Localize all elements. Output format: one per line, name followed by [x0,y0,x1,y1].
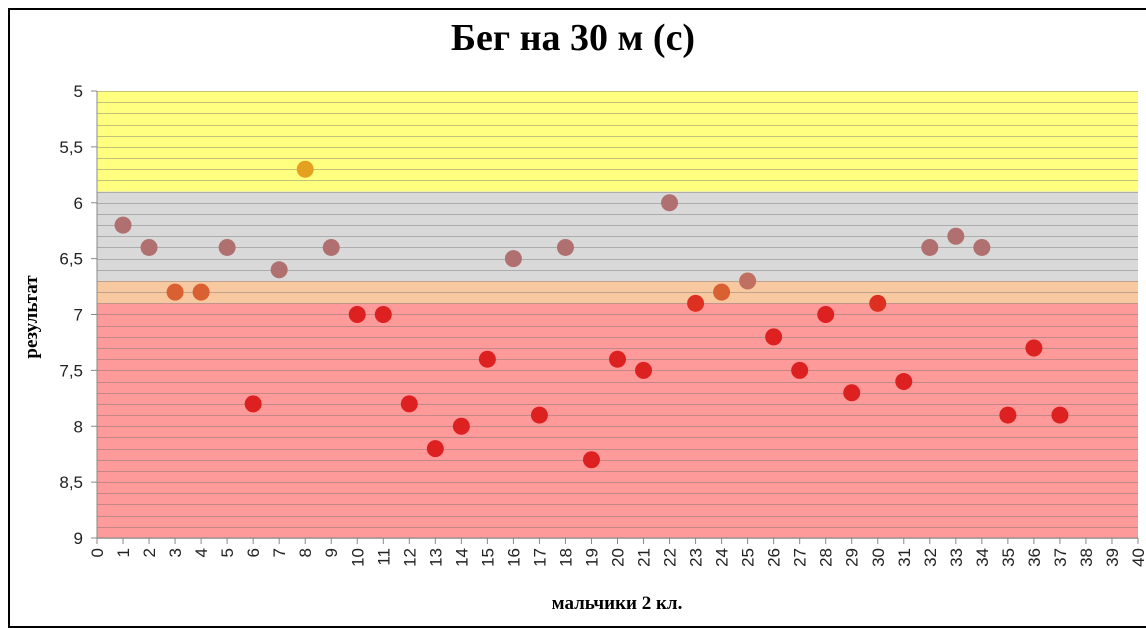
x-tick-label: 17 [530,548,549,567]
x-tick-label: 7 [270,548,289,557]
x-tick-label: 22 [661,548,680,567]
x-tick-label: 13 [426,548,445,567]
y-tick-label: 8,5 [59,473,83,492]
data-point [973,238,991,256]
x-tick-label: 38 [1077,548,1096,567]
data-point [556,238,574,256]
x-tick-label: 1 [114,548,133,557]
data-point [739,272,757,290]
data-point [504,250,522,268]
data-point [661,194,679,212]
data-point [947,227,965,245]
x-tick-label: 25 [739,548,758,567]
x-tick-label: 3 [166,548,185,557]
data-point [270,261,288,279]
y-tick-label: 5,5 [59,138,83,157]
data-point [296,160,314,178]
x-tick-label: 14 [452,548,471,567]
data-point [140,238,158,256]
data-point [530,406,548,424]
y-tick-label: 5 [74,82,83,101]
data-point [791,361,809,379]
x-tick-label: 20 [609,548,628,567]
data-point [582,451,600,469]
x-tick-label: 32 [921,548,940,567]
x-tick-label: 18 [556,548,575,567]
x-tick-label: 27 [791,548,810,567]
x-tick-label: 30 [869,548,888,567]
x-tick-label: 26 [765,548,784,567]
x-tick-label: 5 [218,548,237,557]
data-point [166,283,184,301]
x-tick-label: 28 [817,548,836,567]
x-tick-label: 39 [1103,548,1122,567]
data-point [218,238,236,256]
data-point [478,350,496,368]
y-tick-label: 9 [74,529,83,548]
x-axis-label: мальчики 2 кл. [551,593,683,614]
data-point [869,294,887,312]
x-tick-label: 15 [478,548,497,567]
data-point [609,350,626,368]
x-tick-label: 29 [843,548,862,567]
data-point [895,373,913,391]
x-tick-label: 2 [140,548,159,557]
data-point [921,238,939,256]
y-tick-label: 6,5 [59,250,83,269]
x-tick-label: 12 [400,548,419,567]
x-tick-label: 23 [687,548,706,567]
data-point [999,406,1017,424]
data-point [452,417,470,435]
x-tick-label: 9 [322,548,341,557]
y-tick-label: 8 [74,417,83,436]
data-point [426,440,444,458]
data-point [765,328,783,346]
x-tick-label: 11 [374,548,393,566]
x-tick-label: 24 [713,548,732,567]
x-tick-label: 36 [1025,548,1044,567]
data-point [192,283,210,301]
x-tick-label: 19 [582,548,601,567]
x-tick-label: 33 [947,548,966,567]
x-tick-label: 31 [895,548,914,567]
x-tick-label: 40 [1129,548,1146,567]
x-tick-label: 6 [244,548,263,557]
data-point [1051,406,1069,424]
data-point [713,283,731,301]
x-tick-label: 35 [999,548,1018,567]
y-tick-label: 6 [74,194,83,213]
x-tick-label: 34 [973,548,992,567]
x-tick-label: 21 [635,548,654,567]
data-point [244,395,262,413]
band-3 [97,303,1138,538]
data-point [635,361,653,379]
data-point [114,216,132,234]
data-point [687,294,705,312]
data-point [400,395,418,413]
data-point [843,384,861,402]
data-point [374,306,392,323]
x-tick-label: 4 [192,548,211,557]
chart-title: Бег на 30 м (с) [450,17,696,59]
x-tick-label: 10 [348,548,367,567]
x-tick-label: 37 [1051,548,1070,567]
data-point [348,306,366,323]
data-point [322,238,340,256]
y-tick-label: 7 [74,306,83,325]
data-point [1025,339,1043,357]
band-0 [97,91,1138,192]
x-tick-label: 8 [296,548,315,557]
data-point [817,306,835,323]
y-tick-label: 7,5 [59,361,83,380]
x-tick-label: 16 [504,548,523,567]
x-tick-label: 0 [88,548,107,557]
